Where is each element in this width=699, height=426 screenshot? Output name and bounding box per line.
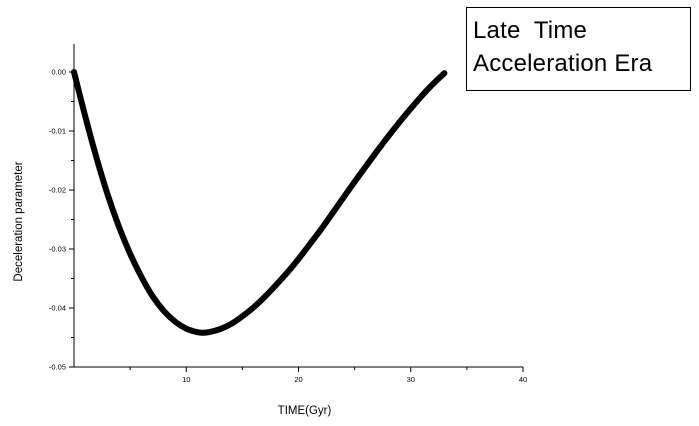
- y-tick-label: -0.01: [49, 127, 66, 136]
- series-line: [71, 69, 448, 336]
- y-tick-label: -0.04: [49, 304, 66, 313]
- y-axis-title: Deceleration parameter: [13, 161, 25, 281]
- x-axis-title: TIME(Gyr): [278, 405, 332, 417]
- annotation-box: Late Time Acceleration Era: [466, 7, 691, 91]
- x-tick-label: 30: [407, 375, 415, 384]
- x-tick-label: 10: [182, 375, 190, 384]
- y-tick-label: 0.00: [51, 68, 66, 77]
- y-tick-label: -0.02: [49, 186, 66, 195]
- ticks: 0.00 -0.01 -0.02 -0.03 -0.04 -0.05 10 20 30 40: [49, 68, 527, 385]
- annotation-line-2: Acceleration Era: [473, 50, 653, 77]
- y-tick-label: -0.03: [49, 245, 66, 254]
- x-tick-label: 20: [294, 375, 302, 384]
- axes: [73, 44, 523, 368]
- x-tick-label: 40: [519, 375, 527, 384]
- y-tick-label: -0.05: [49, 363, 66, 372]
- series-layer: [71, 69, 448, 336]
- annotation-line-1: Late Time: [473, 17, 588, 44]
